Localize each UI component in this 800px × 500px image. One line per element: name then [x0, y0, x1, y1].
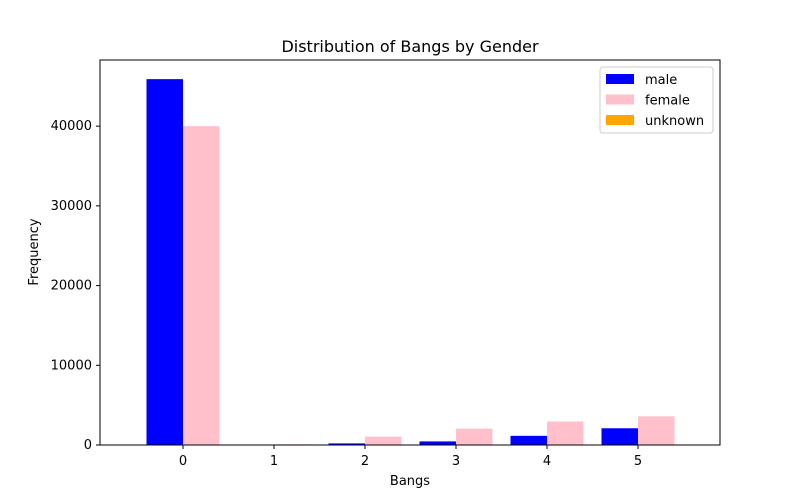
x-tick-label: 3 [452, 454, 460, 469]
bar-female-5 [638, 416, 675, 445]
plot-frame [99, 59, 721, 446]
y-tick-label: 30000 [51, 199, 92, 214]
x-axis-label: Bangs [390, 474, 430, 489]
legend-label-male: male [645, 73, 677, 88]
bar-male-4 [510, 435, 547, 445]
y-tick-label: 20000 [51, 279, 92, 294]
bar-female-0 [183, 126, 220, 445]
y-axis: 0 10000 20000 30000 40000 [51, 119, 100, 453]
chart-title: Distribution of Bangs by Gender [281, 37, 539, 56]
x-tick-label: 5 [634, 454, 642, 469]
x-tick-label: 0 [179, 454, 187, 469]
legend-swatch-female [606, 94, 634, 105]
bars-group [146, 79, 675, 445]
legend-swatch-male [606, 74, 634, 84]
legend: male female unknown [599, 66, 714, 134]
x-tick-label: 1 [270, 454, 278, 469]
y-tick-label: 0 [84, 438, 92, 453]
legend-label-female: female [645, 94, 690, 109]
x-axis: 0 1 2 3 4 5 [179, 445, 642, 469]
bar-female-2 [365, 436, 402, 445]
bar-male-2 [328, 443, 365, 445]
bar-female-4 [547, 421, 584, 445]
bar-male-3 [419, 441, 456, 445]
legend-swatch-unknown [606, 115, 634, 125]
bar-female-3 [456, 428, 493, 445]
y-tick-label: 10000 [51, 358, 92, 373]
bar-male-0 [146, 79, 183, 445]
x-tick-label: 2 [361, 454, 369, 469]
x-tick-label: 4 [543, 454, 551, 469]
y-axis-label: Frequency [27, 218, 42, 285]
legend-label-unknown: unknown [645, 114, 704, 129]
y-tick-label: 40000 [51, 119, 92, 134]
bar-male-5 [601, 428, 638, 445]
